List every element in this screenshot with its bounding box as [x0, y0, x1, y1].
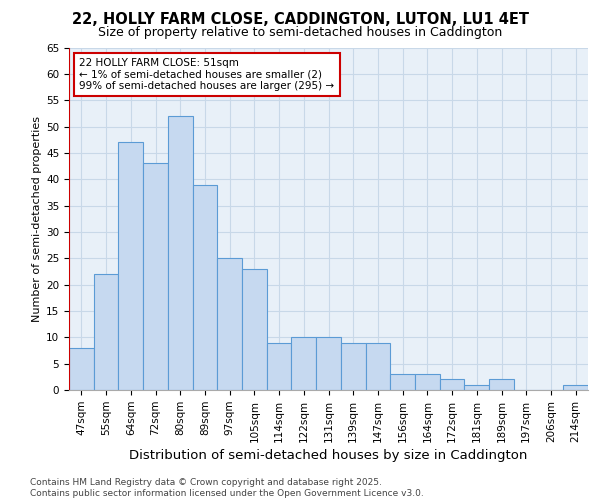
Bar: [267, 342, 292, 390]
X-axis label: Distribution of semi-detached houses by size in Caddington: Distribution of semi-detached houses by …: [130, 449, 527, 462]
Bar: [415, 374, 440, 390]
Bar: [143, 164, 168, 390]
Bar: [341, 342, 365, 390]
Y-axis label: Number of semi-detached properties: Number of semi-detached properties: [32, 116, 42, 322]
Bar: [217, 258, 242, 390]
Bar: [94, 274, 118, 390]
Text: Contains HM Land Registry data © Crown copyright and database right 2025.
Contai: Contains HM Land Registry data © Crown c…: [30, 478, 424, 498]
Bar: [365, 342, 390, 390]
Bar: [69, 348, 94, 390]
Bar: [489, 380, 514, 390]
Bar: [316, 338, 341, 390]
Bar: [464, 384, 489, 390]
Bar: [292, 338, 316, 390]
Bar: [118, 142, 143, 390]
Bar: [440, 380, 464, 390]
Bar: [390, 374, 415, 390]
Bar: [563, 384, 588, 390]
Text: Size of property relative to semi-detached houses in Caddington: Size of property relative to semi-detach…: [98, 26, 502, 39]
Text: 22, HOLLY FARM CLOSE, CADDINGTON, LUTON, LU1 4ET: 22, HOLLY FARM CLOSE, CADDINGTON, LUTON,…: [71, 12, 529, 28]
Text: 22 HOLLY FARM CLOSE: 51sqm
← 1% of semi-detached houses are smaller (2)
99% of s: 22 HOLLY FARM CLOSE: 51sqm ← 1% of semi-…: [79, 58, 335, 91]
Bar: [168, 116, 193, 390]
Bar: [242, 269, 267, 390]
Bar: [193, 184, 217, 390]
